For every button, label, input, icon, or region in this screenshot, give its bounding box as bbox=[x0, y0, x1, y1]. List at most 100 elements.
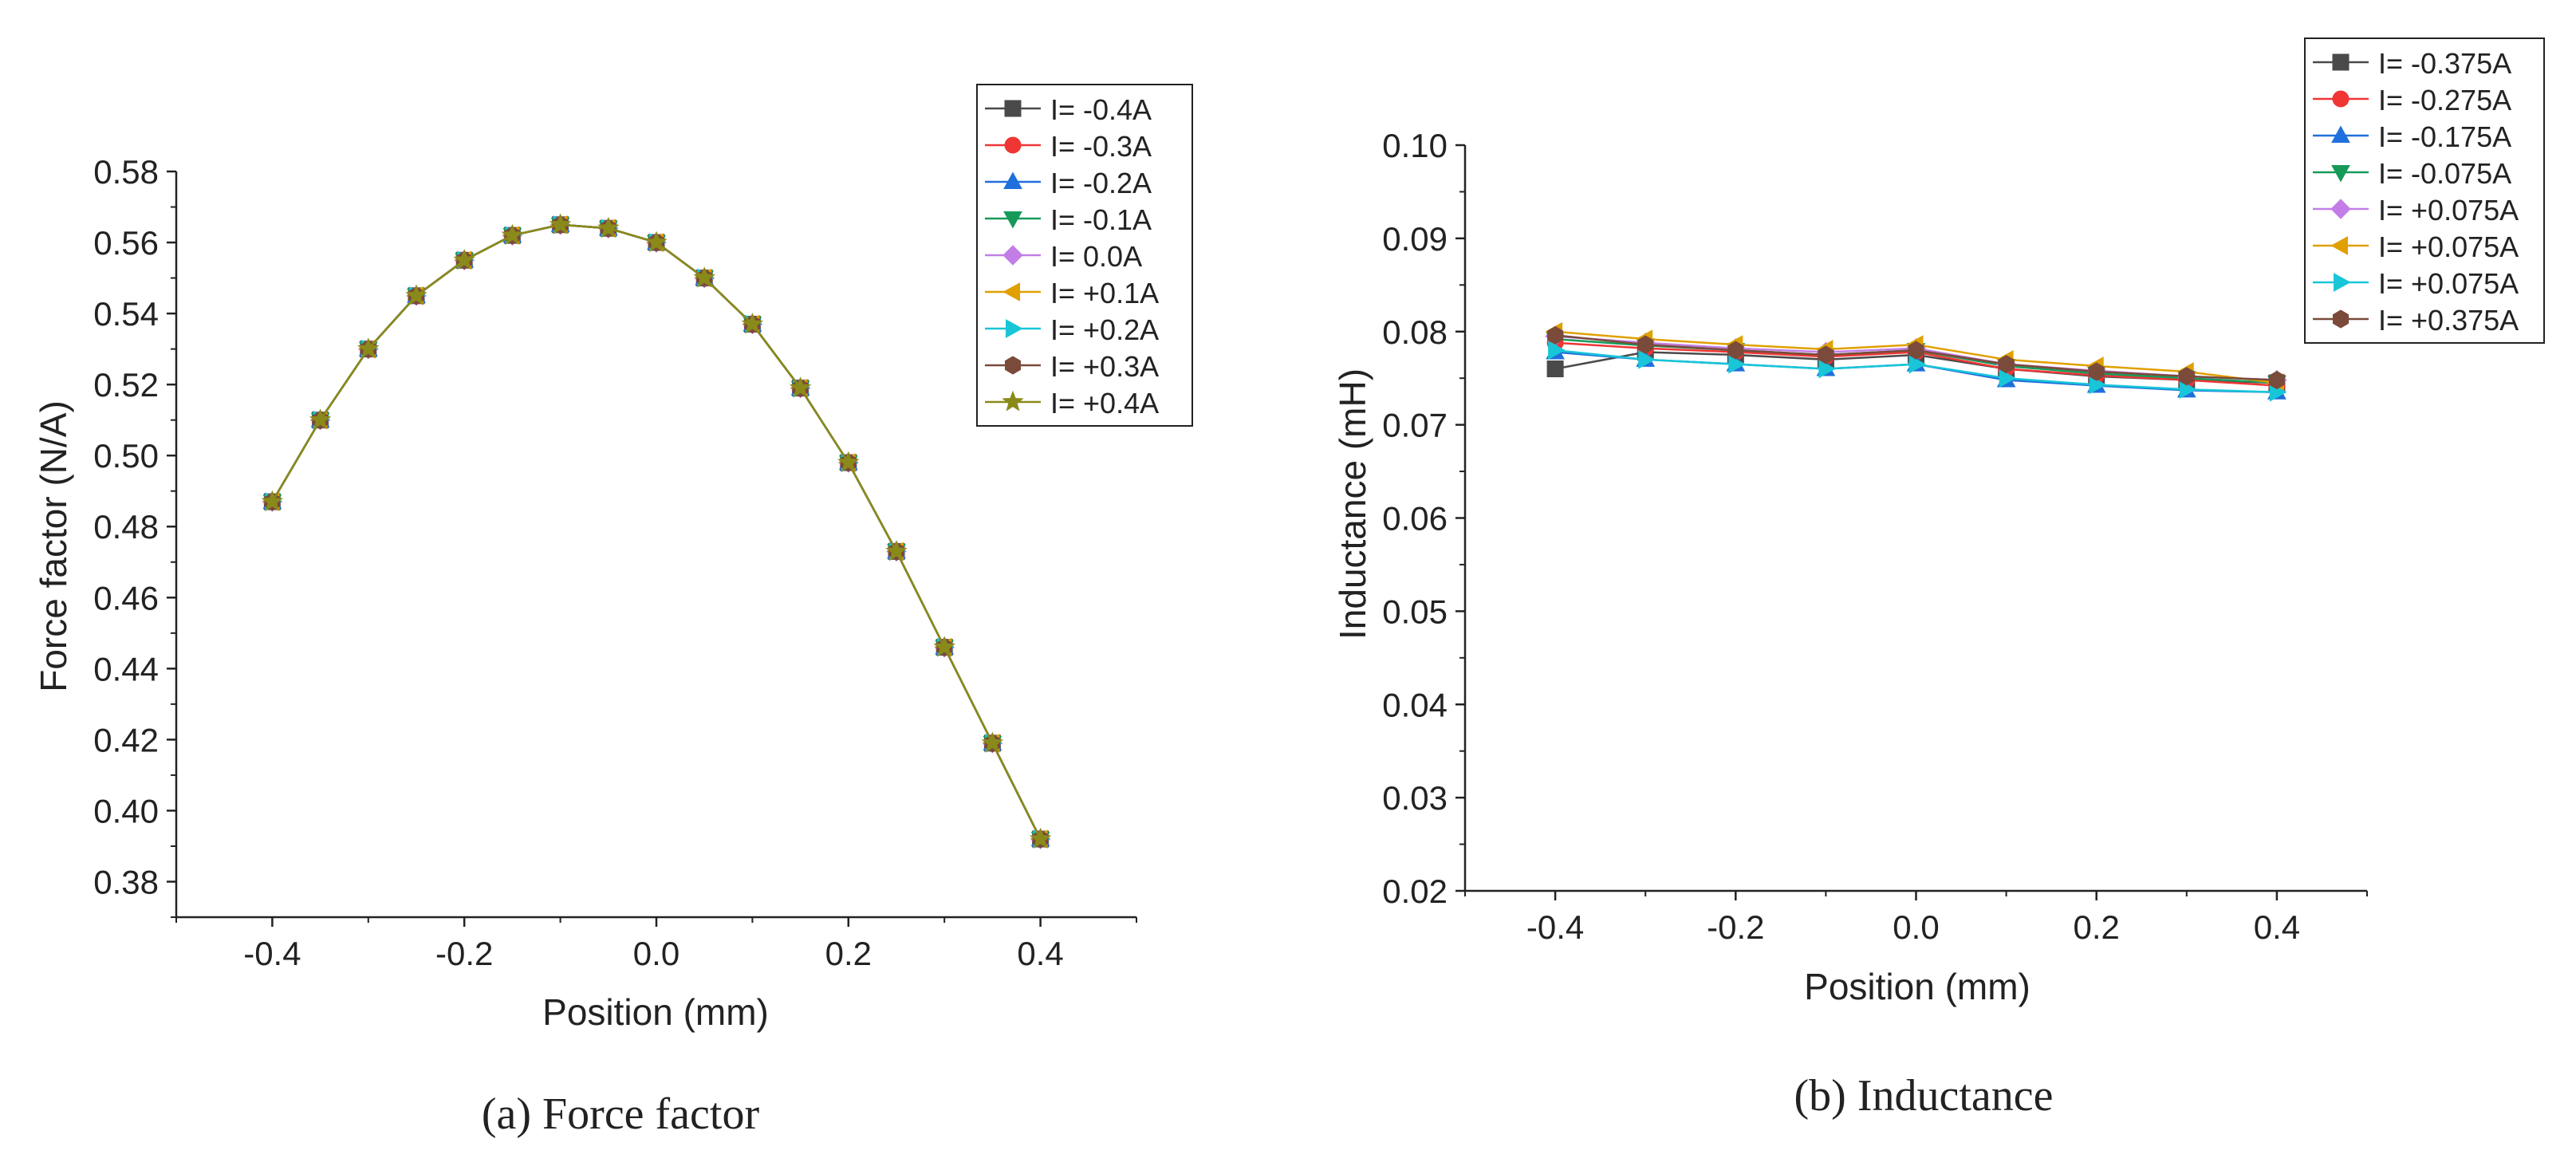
data-point bbox=[549, 213, 572, 234]
legend-label: I= -0.3A bbox=[1050, 130, 1152, 163]
data-point bbox=[2089, 375, 2107, 395]
force-factor-caption: (a) Force factor bbox=[482, 1089, 760, 1139]
data-point bbox=[645, 230, 668, 252]
data-point bbox=[501, 223, 524, 245]
y-tick-label: 0.05 bbox=[1382, 593, 1448, 630]
y-tick-label: 0.58 bbox=[93, 153, 159, 191]
legend-label: I= -0.275A bbox=[2378, 84, 2511, 116]
legend-entry: I= -0.2A bbox=[985, 167, 1152, 199]
series-8 bbox=[1547, 325, 2285, 390]
y-tick-label: 0.08 bbox=[1382, 313, 1448, 351]
legend-label: I= -0.075A bbox=[2378, 157, 2511, 190]
series-9 bbox=[261, 213, 1052, 849]
data-point bbox=[1727, 341, 1744, 360]
legend-label: I= +0.375A bbox=[2378, 304, 2519, 337]
x-tick-label: -0.2 bbox=[1707, 908, 1764, 946]
legend-entry: I= -0.375A bbox=[2313, 47, 2511, 80]
data-point bbox=[2178, 367, 2195, 386]
x-tick-label: -0.4 bbox=[243, 935, 301, 972]
data-point bbox=[357, 337, 380, 359]
data-point bbox=[1638, 349, 1656, 369]
legend-label: I= -0.375A bbox=[2378, 47, 2511, 80]
data-point bbox=[1908, 341, 1924, 360]
data-point bbox=[1818, 359, 1836, 379]
legend-entry: I= +0.4A bbox=[985, 387, 1159, 420]
legend-label: I= -0.2A bbox=[1050, 167, 1152, 199]
legend-label: I= -0.4A bbox=[1050, 93, 1152, 126]
force-factor-series-group bbox=[261, 213, 1052, 849]
x-tick-label: -0.4 bbox=[1526, 908, 1584, 946]
legend-label: I= +0.3A bbox=[1050, 350, 1159, 383]
inductance-x-axis-label: Position (mm) bbox=[1804, 966, 2030, 1007]
legend-label: I= +0.075A bbox=[2378, 194, 2519, 227]
x-tick-label: 0.0 bbox=[1893, 908, 1939, 946]
legend-marker bbox=[2332, 53, 2350, 71]
data-point bbox=[693, 266, 715, 288]
data-point bbox=[1998, 355, 2015, 374]
y-tick-label: 0.03 bbox=[1382, 779, 1448, 817]
legend-label: I= -0.175A bbox=[2378, 120, 2511, 153]
y-tick-label: 0.52 bbox=[93, 366, 159, 404]
force-factor-axes bbox=[175, 171, 1136, 919]
legend-entry: I= +0.075A bbox=[2313, 194, 2519, 227]
legend-entry: I= -0.1A bbox=[985, 203, 1152, 236]
data-point bbox=[1546, 360, 1564, 377]
data-point bbox=[2268, 370, 2285, 390]
force-factor-y-axis-label: Force factor (N/A) bbox=[33, 400, 74, 692]
legend-entry: I= -0.175A bbox=[2313, 120, 2511, 153]
data-point bbox=[1728, 354, 1746, 374]
x-tick-label: 0.4 bbox=[2254, 908, 2300, 946]
x-tick-label: 0.0 bbox=[633, 935, 679, 972]
y-tick-label: 0.44 bbox=[93, 650, 159, 687]
legend-entry: I= -0.275A bbox=[2313, 84, 2511, 116]
legend-marker bbox=[2330, 236, 2348, 255]
inductance-ticks: 0.02 0.03 0.04 0.05 0.06 0.07 0.08 0.09 0.10 -0.4… bbox=[1382, 127, 2368, 946]
y-tick-label: 0.04 bbox=[1382, 686, 1448, 723]
data-point bbox=[885, 539, 908, 561]
legend-marker bbox=[2332, 90, 2350, 108]
data-point bbox=[837, 451, 860, 472]
legend-label: I= +0.1A bbox=[1050, 277, 1159, 309]
y-tick-label: 0.09 bbox=[1382, 220, 1448, 258]
legend-marker bbox=[1003, 211, 1022, 229]
inductance-legend: I= -0.375A I= -0.275A I= -0.175A I= -0.075A… bbox=[2304, 37, 2545, 344]
legend-entry: I= -0.4A bbox=[985, 93, 1152, 126]
inductance-chart: 0.02 0.03 0.04 0.05 0.06 0.07 0.08 0.09 0.10 -0.4… bbox=[1332, 37, 2545, 1121]
data-point bbox=[1637, 335, 1654, 354]
legend-entry: I= -0.075A bbox=[2313, 157, 2511, 190]
y-tick-label: 0.50 bbox=[93, 437, 159, 475]
force-factor-legend: I= -0.4A I= -0.3A I= -0.2A I= -0.1A I= 0.0A I… bbox=[976, 84, 1193, 427]
legend-label: I= +0.075A bbox=[2378, 230, 2519, 263]
y-tick-label: 0.46 bbox=[93, 579, 159, 617]
data-point bbox=[1548, 341, 1566, 360]
data-point bbox=[405, 284, 427, 305]
data-point bbox=[597, 216, 620, 238]
inductance-caption: (b) Inductance bbox=[1794, 1071, 2054, 1121]
inductance-y-axis-label: Inductance (mH) bbox=[1332, 368, 1373, 640]
legend-marker bbox=[1004, 356, 1022, 375]
data-point bbox=[1029, 827, 1052, 849]
inductance-series-group bbox=[1545, 321, 2287, 402]
data-point bbox=[1818, 345, 1834, 364]
data-point bbox=[2179, 380, 2197, 400]
legend-entry: I= +0.1A bbox=[985, 277, 1159, 309]
data-point bbox=[1999, 368, 2017, 388]
legend-marker bbox=[2331, 125, 2350, 143]
data-point bbox=[1547, 325, 1564, 345]
legend-label: I= +0.075A bbox=[2378, 267, 2519, 300]
legend-box bbox=[2304, 37, 2545, 344]
legend-marker bbox=[2334, 273, 2351, 292]
force-factor-x-axis-label: Position (mm) bbox=[542, 991, 769, 1033]
y-tick-label: 0.40 bbox=[93, 792, 159, 829]
legend-marker bbox=[1002, 282, 1020, 301]
legend-marker bbox=[2330, 199, 2351, 219]
y-tick-label: 0.54 bbox=[93, 295, 159, 333]
legend-marker bbox=[1003, 171, 1022, 189]
legend-label: I= +0.4A bbox=[1050, 387, 1159, 420]
data-point bbox=[1908, 354, 1927, 374]
legend-marker bbox=[1004, 100, 1022, 117]
legend-entry: I= +0.375A bbox=[2313, 304, 2519, 337]
force-factor-chart: 0.38 0.40 0.42 0.44 0.46 0.48 0.50 0.52 0.54 0.56… bbox=[33, 84, 1193, 1139]
